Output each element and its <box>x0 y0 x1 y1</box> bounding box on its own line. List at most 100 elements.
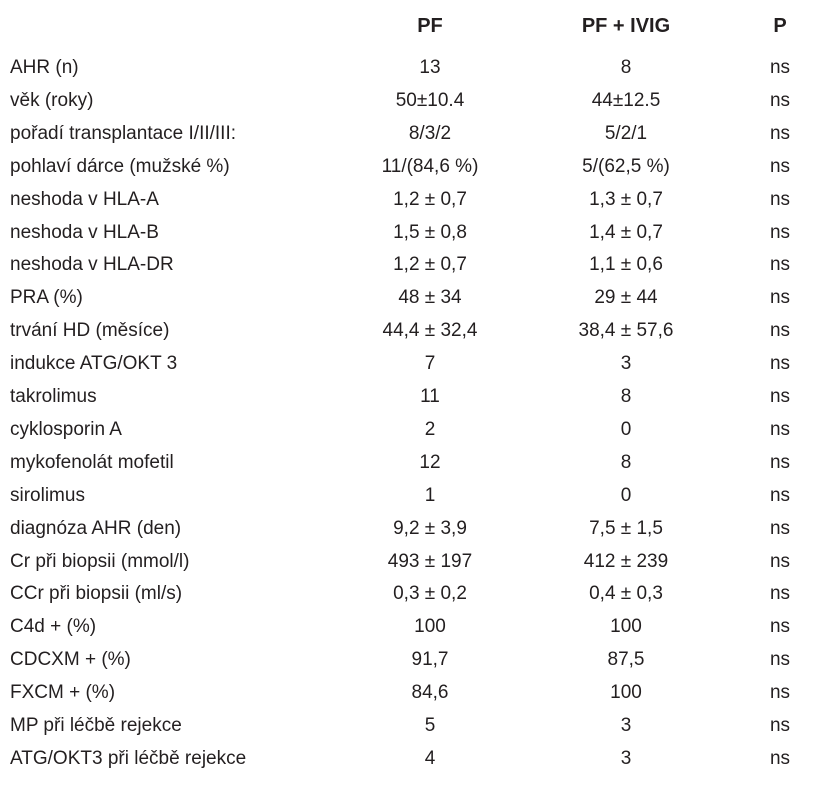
row-pf-ivig-value: 87,5 <box>607 649 645 671</box>
table-row: sirolimus 1 0 ns <box>0 480 827 512</box>
table-row: diagnóza AHR (den) 9,2 ± 3,9 7,5 ± 1,5 ns <box>0 513 827 545</box>
row-p-value: ns <box>769 254 791 276</box>
row-pf-value: 11/(84,6 %) <box>381 155 479 177</box>
row-label: indukce ATG/OKT 3 <box>10 353 178 375</box>
header-pf: PF <box>417 15 443 37</box>
table-row: AHR (n) 13 8 ns <box>0 52 827 84</box>
table-row: PRA (%) 48 ± 34 29 ± 44 ns <box>0 282 827 314</box>
table-header: PF PF + IVIG P <box>0 10 827 42</box>
row-pf-ivig-value: 3 <box>620 353 632 375</box>
table-row: věk (roky) 50±10.4 44±12.5 ns <box>0 85 827 117</box>
row-label: AHR (n) <box>10 57 79 78</box>
row-pf-value: 1,2 ± 0,7 <box>393 188 467 210</box>
row-label: mykofenolát mofetil <box>10 451 174 473</box>
row-p-value: ns <box>769 649 791 671</box>
row-pf-ivig-value: 0,4 ± 0,3 <box>589 583 663 605</box>
row-pf-value: 12 <box>419 451 441 473</box>
row-pf-value: 4 <box>424 747 436 769</box>
row-pf-ivig-value: 29 ± 44 <box>594 287 658 309</box>
row-pf-ivig-value: 5/2/1 <box>604 122 648 144</box>
table-row: takrolimus 11 8 ns <box>0 381 827 413</box>
row-label: PRA (%) <box>10 287 83 309</box>
row-label: CDCXM + (%) <box>10 649 131 671</box>
row-p-value: ns <box>769 418 791 440</box>
header-pf-ivig: PF + IVIG <box>581 15 671 37</box>
row-pf-value: 1,2 ± 0,7 <box>393 254 467 276</box>
row-label: cyklosporin A <box>10 418 122 440</box>
table-row: MP při léčbě rejekce 5 3 ns <box>0 710 827 742</box>
table-row: cyklosporin A 2 0 ns <box>0 414 827 446</box>
row-label: FXCM + (%) <box>10 682 116 704</box>
table-row: C4d + (%) 100 100 ns <box>0 611 827 643</box>
row-pf-ivig-value: 8 <box>620 386 632 407</box>
row-pf-ivig-value: 3 <box>620 715 632 736</box>
row-pf-ivig-value: 8 <box>620 57 632 78</box>
row-p-value: ns <box>769 155 791 177</box>
row-pf-value: 9,2 ± 3,9 <box>393 517 467 539</box>
table-row: mykofenolát mofetil 12 8 ns <box>0 447 827 479</box>
row-label: sirolimus <box>10 484 85 506</box>
table-row: CDCXM + (%) 91,7 87,5 ns <box>0 644 827 676</box>
table-row: Cr při biopsii (mmol/l) 493 ± 197 412 ± 23… <box>0 546 827 578</box>
row-pf-ivig-value: 100 <box>610 682 642 704</box>
row-p-value: ns <box>769 715 791 736</box>
row-pf-value: 50±10.4 <box>395 89 465 111</box>
row-p-value: ns <box>769 89 791 111</box>
row-pf-ivig-value: 38,4 ± 57,6 <box>578 320 674 342</box>
row-p-value: ns <box>769 616 791 638</box>
row-label: ATG/OKT3 při léčbě rejekce <box>10 747 247 769</box>
table-row: neshoda v HLA-DR 1,2 ± 0,7 1,1 ± 0,6 ns <box>0 249 827 281</box>
table-row: ATG/OKT3 při léčbě rejekce 4 3 ns <box>0 743 827 775</box>
row-pf-value: 84,6 <box>411 682 449 704</box>
row-p-value: ns <box>769 451 791 473</box>
table-row: neshoda v HLA-A 1,2 ± 0,7 1,3 ± 0,7 ns <box>0 184 827 216</box>
row-pf-ivig-value: 8 <box>620 451 632 473</box>
row-p-value: ns <box>769 188 791 210</box>
row-pf-ivig-value: 0 <box>620 484 632 506</box>
header-p: P <box>773 15 787 37</box>
row-pf-ivig-value: 1,1 ± 0,6 <box>589 254 663 276</box>
table-row: neshoda v HLA-B 1,5 ± 0,8 1,4 ± 0,7 ns <box>0 217 827 249</box>
row-label: trvání HD (měsíce) <box>10 320 170 342</box>
table-row: trvání HD (měsíce) 44,4 ± 32,4 38,4 ± 57,6… <box>0 315 827 347</box>
row-pf-value: 5 <box>424 715 436 736</box>
row-p-value: ns <box>769 583 791 605</box>
row-pf-value: 2 <box>424 418 436 440</box>
row-p-value: ns <box>769 287 791 309</box>
row-pf-ivig-value: 412 ± 239 <box>583 550 669 572</box>
row-pf-ivig-value: 1,4 ± 0,7 <box>589 221 663 243</box>
row-pf-value: 48 ± 34 <box>398 287 462 309</box>
row-label: takrolimus <box>10 386 97 407</box>
row-p-value: ns <box>769 747 791 769</box>
row-label: diagnóza AHR (den) <box>10 517 182 539</box>
row-pf-ivig-value: 5/(62,5 %) <box>582 155 670 177</box>
row-pf-value: 11 <box>420 386 440 407</box>
row-label: Cr při biopsii (mmol/l) <box>10 550 190 572</box>
row-pf-value: 0,3 ± 0,2 <box>393 583 467 605</box>
row-pf-value: 44,4 ± 32,4 <box>382 320 478 342</box>
row-pf-value: 13 <box>419 57 441 78</box>
row-pf-value: 8/3/2 <box>408 122 452 144</box>
row-label: věk (roky) <box>10 89 94 111</box>
row-label: C4d + (%) <box>10 616 97 638</box>
row-pf-ivig-value: 7,5 ± 1,5 <box>589 517 663 539</box>
row-pf-value: 1 <box>424 484 436 506</box>
table-row: CCr při biopsii (ml/s) 0,3 ± 0,2 0,4 ± 0,3… <box>0 578 827 610</box>
row-p-value: ns <box>769 122 791 144</box>
row-label: MP při léčbě rejekce <box>10 715 182 736</box>
table-row: pořadí transplantace I/II/III: 8/3/2 5/2/1… <box>0 118 827 150</box>
row-pf-ivig-value: 3 <box>620 747 632 769</box>
row-pf-value: 1,5 ± 0,8 <box>393 221 467 243</box>
row-p-value: ns <box>769 517 791 539</box>
row-pf-ivig-value: 0 <box>620 418 632 440</box>
row-p-value: ns <box>769 682 791 704</box>
row-label: neshoda v HLA-A <box>10 188 159 210</box>
row-p-value: ns <box>769 550 791 572</box>
row-pf-ivig-value: 100 <box>610 616 642 638</box>
table-row: FXCM + (%) 84,6 100 ns <box>0 677 827 709</box>
row-pf-ivig-value: 44±12.5 <box>591 89 661 111</box>
row-p-value: ns <box>769 386 791 407</box>
table-row: indukce ATG/OKT 3 7 3 ns <box>0 348 827 380</box>
row-label: CCr při biopsii (ml/s) <box>10 583 183 605</box>
row-label: neshoda v HLA-DR <box>10 254 174 276</box>
